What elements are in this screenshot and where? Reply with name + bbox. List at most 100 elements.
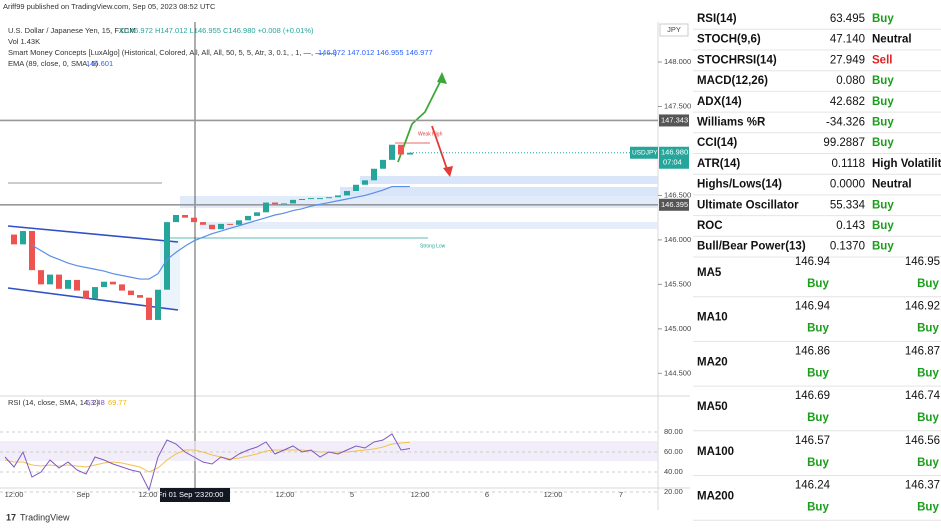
logo: 17 [6,512,16,522]
ma-simple-value: 146.24 [795,480,831,492]
candle [281,203,287,205]
ma-simple-value: 146.94 [795,256,831,268]
indicator-table: RSI(14) 63.495 Buy STOCH(9,6) 47.140 Neutral S… [693,13,941,521]
demand-zone [200,222,658,229]
demand-zone [340,187,658,196]
x-tick-label: 12:00 [5,490,24,499]
indicator-name: CCI(14) [697,137,737,149]
candle [92,287,98,299]
ma-simple-value: 146.57 [795,435,830,447]
candle [101,281,107,288]
indicator-value: 63.495 [830,13,865,25]
ma-exp-value: 146.87 [905,345,940,357]
ma-exp-value: 146.37 [905,480,940,492]
candle [65,279,71,289]
candle [326,197,332,199]
x-tick-label: Sep [76,490,89,499]
indicator-action: Neutral [872,179,912,191]
smc: Smart Money Concepts [LuxAlgo] (Historic… [8,48,337,57]
indicator-action: Buy [872,96,894,108]
candle [263,202,269,213]
x-tick-label: 20:00 [205,490,224,499]
rsi-label: RSI (14, close, SMA, 14, 2) [8,398,99,407]
ma-exp-action: Buy [917,502,939,514]
level-label: 147.343 [661,115,688,124]
ma-simple-value: 146.94 [795,301,831,313]
candle [173,215,179,223]
arrow-up [397,123,413,163]
y-tick-label: 145.500 [664,279,691,288]
ma-exp-value: 146.95 [905,256,940,268]
ma-exp-action: Buy [917,278,939,290]
x-tick-label: 12:00 [544,490,563,499]
ma-exp-action: Buy [917,367,939,379]
ma-simple-action: Buy [807,278,829,290]
rsi-tick-label: 20.00 [664,487,683,496]
indicator-name: ADX(14) [697,96,742,108]
candle [47,274,53,285]
rsi-tick-label: 80.00 [664,427,683,436]
rsi-line [4,433,411,492]
x-tick-label: 12:00 [411,490,430,499]
indicator-value: 0.0000 [830,179,865,191]
volume: Vol 1.43K [8,37,40,46]
indicator-name: Ultimate Oscillator [697,199,799,211]
candle [155,289,161,320]
candle [56,274,62,289]
candle [146,297,152,320]
candle [137,295,143,298]
ma-name: MA50 [697,401,728,413]
candle [353,184,359,191]
candle [371,168,377,181]
candle [182,215,188,218]
indicator-name: STOCH(9,6) [697,34,761,46]
candle [119,284,125,291]
price-tag [659,146,689,169]
indicator-name: Bull/Bear Power(13) [697,241,806,253]
demand-zone [180,196,658,208]
indicator-action: Buy [872,75,894,87]
indicator-action: Neutral [872,34,912,46]
supply-zone [360,176,658,184]
candle [164,222,170,290]
candle [11,234,17,245]
annotation: Weak High [418,131,443,137]
rsi-sma-value: 69.77 [108,398,127,407]
currency-box [659,23,689,37]
indicator-name: Highs/Lows(14) [697,179,782,191]
candle [362,180,368,185]
candle [209,224,215,230]
indicator-value: 0.143 [836,220,865,232]
candle [29,231,35,271]
ma-name: MA5 [697,267,722,279]
y-tick-label: 148.000 [664,57,691,66]
candle [110,281,116,285]
ma-name: MA100 [697,446,734,458]
indicator-name: STOCHRSI(14) [697,54,777,66]
x-tick-label: 7 [619,490,623,499]
x-tick-label: 12:00 [139,490,158,499]
publisher: Ariff99 published on TradingView.com, Se… [3,2,216,11]
indicator-action: Sell [872,54,892,66]
indicator-name: ATR(14) [697,158,740,170]
indicator-action: High Volatility [872,158,941,170]
indicator-action: Buy [872,117,894,129]
y-tick-label: 144.500 [664,368,691,377]
ma-exp-action: Buy [917,412,939,424]
arrow-head [443,166,453,177]
indicator-value: 0.1370 [830,241,865,253]
x-tick-label: Fri 01 Sep '23 [158,490,204,499]
y-tick-label: 146.500 [664,190,691,199]
y-tick-label: 145.000 [664,324,691,333]
indicator-name: MACD(12,26) [697,75,768,87]
trend-line [7,225,179,243]
candle [335,195,341,198]
price-tag-label: 146.980 [661,148,688,157]
indicator-action: Buy [872,241,894,253]
ma-simple-value: 146.86 [795,345,830,357]
ema: EMA (89, close, 0, SMA, 5) [8,59,99,68]
ma-simple-value: 146.69 [795,390,830,402]
indicator-value: 0.080 [836,75,865,87]
ma-exp-action: Buy [917,323,939,335]
ema-line [31,185,410,280]
